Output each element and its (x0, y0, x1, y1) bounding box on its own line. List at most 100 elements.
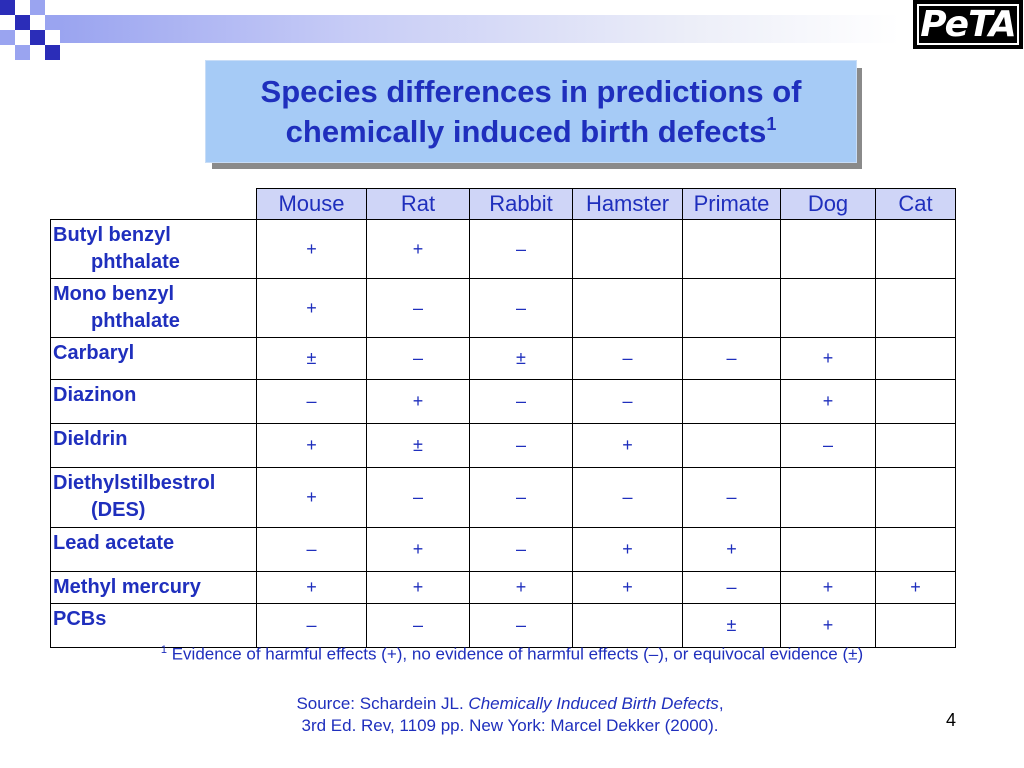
table-cell: + (572, 571, 683, 604)
table-cell (875, 337, 956, 380)
title-line-1: Species differences in predictions of (260, 73, 802, 109)
row-label: Methyl mercury (50, 571, 257, 604)
table-row: Butyl benzyl phthalate + + – (50, 219, 956, 279)
table-cell: – (366, 603, 470, 648)
table-cell: – (682, 337, 781, 380)
corner-decoration (0, 0, 1024, 60)
row-label-line-2: phthalate (91, 310, 180, 332)
title-line-2: chemically induced birth defects (285, 113, 767, 149)
row-label: Mono benzyl phthalate (50, 278, 257, 338)
table-cell (780, 467, 876, 528)
species-table: Mouse Rat Rabbit Hamster Primate Dog Cat… (50, 188, 956, 648)
table-cell (682, 278, 781, 338)
row-label-line-1: Butyl benzyl (53, 224, 171, 246)
source-prefix: Source: Schardein JL. (296, 694, 469, 713)
table-cell: – (682, 467, 781, 528)
logo-text: PeTA (920, 4, 1016, 45)
table-cell: + (780, 337, 876, 380)
row-label: Dieldrin (50, 423, 257, 468)
header-blank (50, 188, 257, 220)
table-row: Mono benzyl phthalate + – – (50, 278, 956, 338)
deco-square (15, 45, 30, 60)
gradient-bar (60, 15, 900, 43)
table-cell (875, 603, 956, 648)
table-row: Diethylstilbestrol (DES) + – – – – (50, 467, 956, 528)
slide-title: Species differences in predictions of ch… (261, 72, 802, 152)
table-cell (875, 423, 956, 468)
table-cell: + (366, 379, 470, 424)
row-label-line-1: Lead acetate (53, 532, 175, 554)
deco-square (15, 15, 30, 30)
table-cell (875, 219, 956, 279)
column-header: Rabbit (469, 188, 573, 220)
table-cell: + (366, 219, 470, 279)
footnote: 1 Evidence of harmful effects (+), no ev… (0, 644, 1024, 665)
table-cell: – (366, 278, 470, 338)
table-cell: + (572, 527, 683, 572)
table-cell: – (469, 603, 573, 648)
row-label: Diazinon (50, 379, 257, 424)
table-cell: ± (366, 423, 470, 468)
table-cell: + (780, 379, 876, 424)
deco-square (30, 30, 45, 45)
deco-square (0, 0, 15, 15)
table-cell: – (682, 571, 781, 604)
table-cell: + (366, 527, 470, 572)
table-cell: – (256, 527, 367, 572)
table-cell: – (469, 278, 573, 338)
row-label-line-1: Methyl mercury (53, 576, 201, 598)
table-cell (682, 379, 781, 424)
table-cell (682, 423, 781, 468)
table-cell: – (469, 423, 573, 468)
footnote-marker: 1 (160, 644, 167, 656)
deco-square (0, 30, 15, 45)
row-label: PCBs (50, 603, 257, 648)
table-cell: + (875, 571, 956, 604)
deco-square (45, 45, 60, 60)
row-label: Lead acetate (50, 527, 257, 572)
table-cell: – (469, 219, 573, 279)
row-label-line-1: Dieldrin (53, 428, 128, 450)
deco-square (30, 0, 45, 15)
table-cell: + (682, 527, 781, 572)
table-cell: + (256, 278, 367, 338)
table-cell: ± (256, 337, 367, 380)
table-cell (682, 219, 781, 279)
column-header: Rat (366, 188, 470, 220)
table-cell (875, 527, 956, 572)
row-label-line-1: PCBs (53, 608, 107, 630)
row-label-line-1: Diethylstilbestrol (53, 472, 216, 494)
table-cell: + (780, 603, 876, 648)
row-label: Diethylstilbestrol (DES) (50, 467, 257, 528)
table-cell: – (572, 467, 683, 528)
table-cell (875, 379, 956, 424)
table-cell: – (572, 379, 683, 424)
row-label: Carbaryl (50, 337, 257, 380)
table-cell (572, 219, 683, 279)
column-header: Hamster (572, 188, 683, 220)
row-label-line-2: phthalate (91, 251, 180, 273)
table-cell: + (256, 571, 367, 604)
column-header: Dog (780, 188, 876, 220)
table-cell: + (572, 423, 683, 468)
row-label-line-1: Mono benzyl (53, 283, 175, 305)
table-cell: – (469, 379, 573, 424)
table-cell (780, 219, 876, 279)
table-cell (780, 278, 876, 338)
page-number: 4 (946, 710, 957, 730)
table-row: Lead acetate – + – + + (50, 527, 956, 572)
footnote-text: Evidence of harmful effects (+), no evid… (171, 644, 864, 664)
table-cell: + (256, 423, 367, 468)
header-row: Mouse Rat Rabbit Hamster Primate Dog Cat (50, 188, 956, 220)
row-label-line-1: Carbaryl (53, 342, 135, 364)
table-cell (875, 278, 956, 338)
source-suffix: , (718, 694, 724, 713)
column-header: Mouse (256, 188, 367, 220)
table-cell: ± (682, 603, 781, 648)
row-label: Butyl benzyl phthalate (50, 219, 257, 279)
title-box: Species differences in predictions of ch… (205, 60, 857, 163)
table-cell: – (469, 527, 573, 572)
table-row: Methyl mercury + + + + – + + (50, 571, 956, 604)
table-cell: + (366, 571, 470, 604)
logo-frame (917, 4, 1019, 45)
